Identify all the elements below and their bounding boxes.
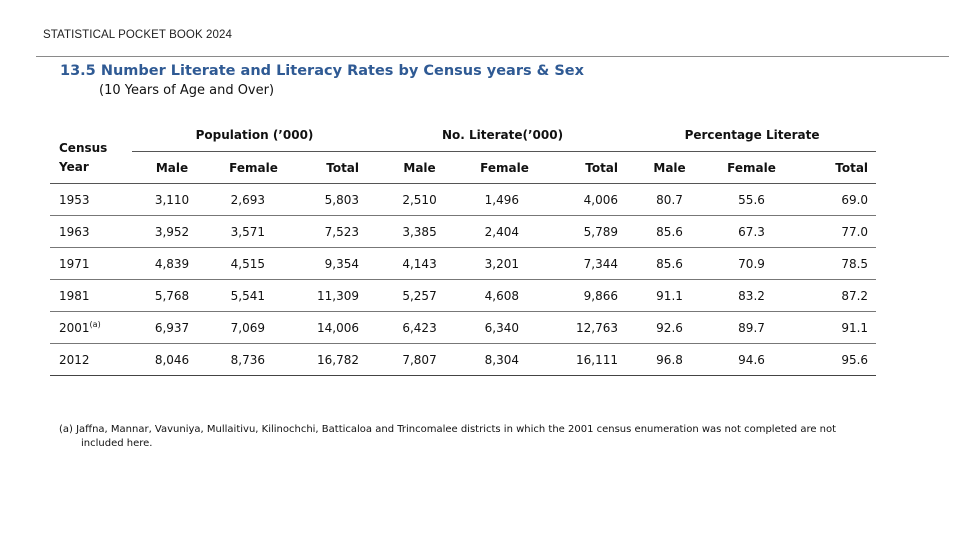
census-year: 2001 — [59, 321, 90, 335]
col-header-population-total: Total — [326, 160, 360, 175]
col-header-percentage-male: Male — [653, 160, 686, 175]
col-header-percentage-female: Female — [727, 160, 776, 175]
footnote-line2: included here. — [81, 438, 153, 449]
census-year-header-line2: Year — [59, 160, 89, 174]
table-cell: 16,111 — [576, 352, 619, 367]
table-cell: 3,385 — [402, 224, 437, 239]
table-cell: 6,340 — [484, 320, 520, 335]
table-cell: 2,510 — [402, 192, 437, 207]
table-cell: 16,782 — [317, 352, 360, 367]
group-header-literate: No. Literate(’000) — [377, 118, 629, 152]
table-row: 2012 8,046 8,736 16,782 7,807 8,304 16,111 96.8… — [50, 344, 877, 376]
census-year-cell: 2001(a) — [50, 312, 132, 344]
table-cell: 7,523 — [324, 224, 360, 239]
table-cell: 4,143 — [402, 256, 437, 271]
table-cell: 12,763 — [576, 320, 619, 335]
table-cell: 91.1 — [841, 320, 869, 335]
table-cell: 95.6 — [841, 352, 869, 367]
table-cell: 6,423 — [402, 320, 437, 335]
table-title: 13.5 Number Literate and Literacy Rates … — [60, 63, 584, 79]
census-year-cell: 1953 — [50, 184, 132, 216]
table-cell: 3,952 — [154, 224, 190, 239]
table-cell: 3,201 — [484, 256, 520, 271]
census-year-header: Census Year — [50, 118, 132, 184]
census-year-cell: 1981 — [50, 280, 132, 312]
table-cell: 4,006 — [583, 192, 619, 207]
table-cell: 3,571 — [230, 224, 265, 239]
literacy-table: Census Year Population (’000) No. Litera… — [50, 118, 877, 376]
col-header-literate-total: Total — [585, 160, 619, 175]
col-header-population-female: Female — [229, 160, 278, 175]
table-cell: 92.6 — [656, 320, 683, 335]
table-cell: 2,693 — [230, 192, 265, 207]
census-year-cell: 1963 — [50, 216, 132, 248]
table-cell: 4,608 — [484, 288, 520, 303]
table-cell: 70.9 — [738, 256, 765, 271]
table-cell: 2,404 — [484, 224, 520, 239]
table-row: 1981 5,768 5,541 11,309 5,257 4,608 9,866 91.1 8… — [50, 280, 877, 312]
table-cell: 8,736 — [230, 352, 265, 367]
table-cell: 5,803 — [324, 192, 360, 207]
table-row: 1953 3,110 2,693 5,803 2,510 1,496 4,006 80.7 55… — [50, 184, 877, 216]
table-cell: 83.2 — [738, 288, 765, 303]
table-cell: 7,344 — [583, 256, 619, 271]
col-header-percentage-total: Total — [835, 160, 869, 175]
table-cell: 3,110 — [154, 192, 190, 207]
table-cell: 89.7 — [738, 320, 765, 335]
table-cell: 69.0 — [841, 192, 869, 207]
census-year-cell: 1971 — [50, 248, 132, 280]
table-row: 2001(a) 6,937 7,069 14,006 6,423 6,340 12,763 9… — [50, 312, 877, 344]
table-cell: 14,006 — [317, 320, 360, 335]
table-cell: 80.7 — [656, 192, 683, 207]
header-divider — [36, 56, 949, 57]
table-cell: 7,807 — [402, 352, 437, 367]
table-row: 1971 4,839 4,515 9,354 4,143 3,201 7,344 85.6 70… — [50, 248, 877, 280]
footnote-marker: (a) — [89, 320, 101, 329]
table-cell: 87.2 — [841, 288, 869, 303]
table-cell: 11,309 — [317, 288, 360, 303]
table-cell: 4,839 — [154, 256, 190, 271]
table-cell: 5,257 — [402, 288, 437, 303]
table-cell: 91.1 — [656, 288, 683, 303]
census-year: 1981 — [59, 288, 90, 303]
census-year: 1971 — [59, 256, 90, 271]
table-cell: 96.8 — [656, 352, 683, 367]
table-cell: 77.0 — [841, 224, 869, 239]
footnote-line1: (a) Jaffna, Mannar, Vavuniya, Mullaitivu… — [59, 424, 837, 435]
census-year: 1963 — [59, 224, 90, 239]
table-cell: 6,937 — [154, 320, 190, 335]
table-cell: 55.6 — [738, 192, 765, 207]
table-cell: 9,354 — [324, 256, 360, 271]
table-cell: 94.6 — [738, 352, 765, 367]
group-header-population: Population (’000) — [132, 118, 378, 152]
book-header: STATISTICAL POCKET BOOK 2024 — [43, 29, 232, 41]
table-subtitle: (10 Years of Age and Over) — [99, 83, 275, 98]
census-year: 2012 — [59, 352, 90, 367]
census-year-cell: 2012 — [50, 344, 132, 376]
census-year-header-line1: Census — [59, 141, 108, 155]
col-header-population-male: Male — [155, 160, 189, 175]
table-cell: 5,541 — [230, 288, 265, 303]
table-cell: 5,789 — [583, 224, 619, 239]
group-header-percentage: Percentage Literate — [628, 118, 877, 152]
table-cell: 1,496 — [484, 192, 520, 207]
table-cell: 5,768 — [154, 288, 190, 303]
table-row: 1963 3,952 3,571 7,523 3,385 2,404 5,789 85.6 67… — [50, 216, 877, 248]
table-cell: 85.6 — [656, 224, 683, 239]
table-cell: 7,069 — [230, 320, 265, 335]
footnote: (a) Jaffna, Mannar, Vavuniya, Mullaitivu… — [59, 423, 889, 451]
table-cell: 8,046 — [154, 352, 190, 367]
table-cell: 67.3 — [738, 224, 765, 239]
census-year: 1953 — [59, 192, 90, 207]
col-header-literate-female: Female — [480, 160, 529, 175]
table-cell: 78.5 — [841, 256, 869, 271]
table-cell: 4,515 — [230, 256, 265, 271]
table-cell: 8,304 — [484, 352, 520, 367]
table-cell: 9,866 — [583, 288, 619, 303]
col-header-literate-male: Male — [403, 160, 436, 175]
table-cell: 85.6 — [656, 256, 683, 271]
